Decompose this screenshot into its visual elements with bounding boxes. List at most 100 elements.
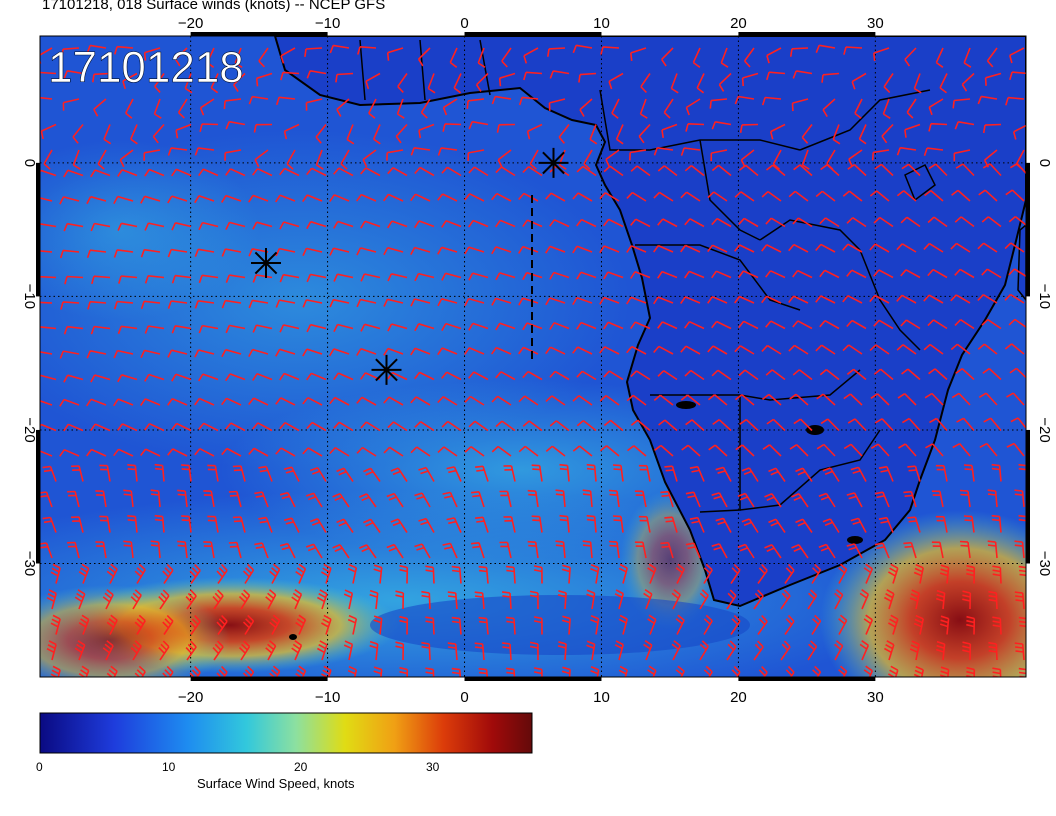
wind-barb bbox=[279, 491, 296, 508]
wind-barb bbox=[383, 347, 404, 356]
wind-barb bbox=[711, 121, 732, 130]
wind-barb bbox=[212, 640, 224, 661]
wind-barb bbox=[171, 274, 192, 284]
wind-barb bbox=[475, 72, 489, 92]
wind-barb bbox=[414, 492, 431, 508]
wind-barb bbox=[572, 296, 593, 306]
wind-barb bbox=[903, 490, 917, 508]
wind-barb bbox=[40, 542, 53, 559]
wind-barb bbox=[87, 300, 107, 310]
wind-barb bbox=[329, 447, 350, 457]
wind-barb bbox=[90, 222, 111, 232]
wind-barb bbox=[923, 147, 944, 156]
wind-barb bbox=[603, 165, 624, 177]
wind-barb bbox=[441, 322, 462, 331]
wind-barb bbox=[248, 299, 269, 309]
wind-barb bbox=[46, 640, 57, 661]
wind-barb bbox=[903, 541, 917, 559]
wind-barb bbox=[343, 589, 354, 610]
wind-barb bbox=[1006, 442, 1025, 457]
wind-barb bbox=[437, 446, 458, 457]
wind-barb bbox=[738, 164, 759, 177]
wind-barb bbox=[819, 217, 840, 228]
wind-barb bbox=[699, 589, 709, 610]
wind-barb bbox=[198, 221, 219, 231]
wind-barb bbox=[395, 590, 405, 610]
wind-barb bbox=[420, 98, 431, 119]
wind-barb bbox=[503, 516, 516, 533]
wind-barb bbox=[896, 344, 917, 355]
wind-barb bbox=[772, 149, 782, 170]
wind-barb bbox=[464, 395, 485, 406]
lon-tick-label-top: −20 bbox=[178, 15, 203, 32]
wind-barb bbox=[680, 147, 701, 156]
wind-barb bbox=[529, 641, 539, 661]
wind-barb bbox=[291, 589, 303, 610]
wind-barb bbox=[896, 243, 917, 253]
wind-barb bbox=[819, 368, 840, 381]
wind-barb bbox=[707, 191, 728, 202]
wind-barb bbox=[40, 197, 53, 202]
wind-barb bbox=[843, 46, 863, 55]
wind-barb bbox=[40, 123, 57, 140]
wind-barb bbox=[221, 299, 242, 309]
wind-barb bbox=[207, 464, 219, 482]
wind-barb bbox=[954, 268, 975, 279]
wind-barb bbox=[333, 372, 354, 381]
wind-barb bbox=[499, 541, 512, 559]
wind-barb bbox=[643, 640, 653, 661]
wind-barb bbox=[582, 489, 593, 508]
wind-barb bbox=[680, 191, 701, 202]
wind-barb bbox=[46, 589, 57, 610]
wind-barb bbox=[335, 72, 354, 83]
wind-barb bbox=[931, 490, 944, 508]
wind-barb bbox=[258, 465, 273, 482]
wind-barb bbox=[471, 491, 485, 508]
wind-barb bbox=[950, 343, 971, 355]
wind-barb bbox=[761, 190, 782, 202]
wind-barb bbox=[233, 72, 246, 92]
wind-barb bbox=[336, 98, 350, 117]
wind-barb bbox=[815, 44, 836, 53]
wind-barb bbox=[153, 98, 162, 119]
wind-barb bbox=[881, 123, 894, 144]
wind-barb bbox=[785, 665, 795, 677]
wind-barb bbox=[599, 296, 620, 305]
wind-barb bbox=[117, 168, 138, 177]
wind-barb bbox=[812, 665, 822, 677]
wind-barb bbox=[764, 544, 782, 559]
wind-barb bbox=[232, 465, 246, 482]
wind-barb bbox=[821, 72, 840, 83]
wind-barb bbox=[671, 589, 681, 610]
wind-barb bbox=[984, 72, 1002, 86]
wind-barb bbox=[275, 348, 296, 357]
wind-barb bbox=[863, 614, 874, 635]
wind-barb bbox=[576, 321, 597, 330]
wind-barb bbox=[387, 273, 408, 282]
frame-bar-right bbox=[1026, 162, 1030, 297]
wind-barb bbox=[333, 421, 354, 432]
lon-tick-label-bottom: −10 bbox=[315, 689, 340, 706]
wind-barb bbox=[689, 516, 705, 533]
wind-barb bbox=[647, 665, 657, 677]
wind-barb bbox=[819, 320, 840, 330]
wind-barb bbox=[523, 47, 539, 64]
wind-barb bbox=[119, 149, 134, 168]
wind-barb bbox=[982, 367, 1002, 381]
wind-barb bbox=[684, 270, 705, 279]
wind-barb bbox=[873, 47, 890, 62]
wind-barb bbox=[583, 149, 593, 170]
stamp-group: 17101218 bbox=[48, 43, 244, 93]
wind-barb bbox=[966, 666, 976, 677]
wind-barb bbox=[74, 589, 86, 610]
wind-barb bbox=[549, 70, 570, 79]
wind-barb bbox=[576, 218, 597, 228]
wind-barb bbox=[657, 270, 678, 279]
wind-barb bbox=[40, 71, 57, 76]
wind-barb bbox=[67, 541, 80, 559]
wind-barb bbox=[386, 149, 404, 161]
wind-barb bbox=[769, 123, 786, 140]
wind-barb bbox=[189, 666, 201, 677]
wind-barb bbox=[437, 246, 458, 255]
wind-barb bbox=[962, 641, 972, 661]
